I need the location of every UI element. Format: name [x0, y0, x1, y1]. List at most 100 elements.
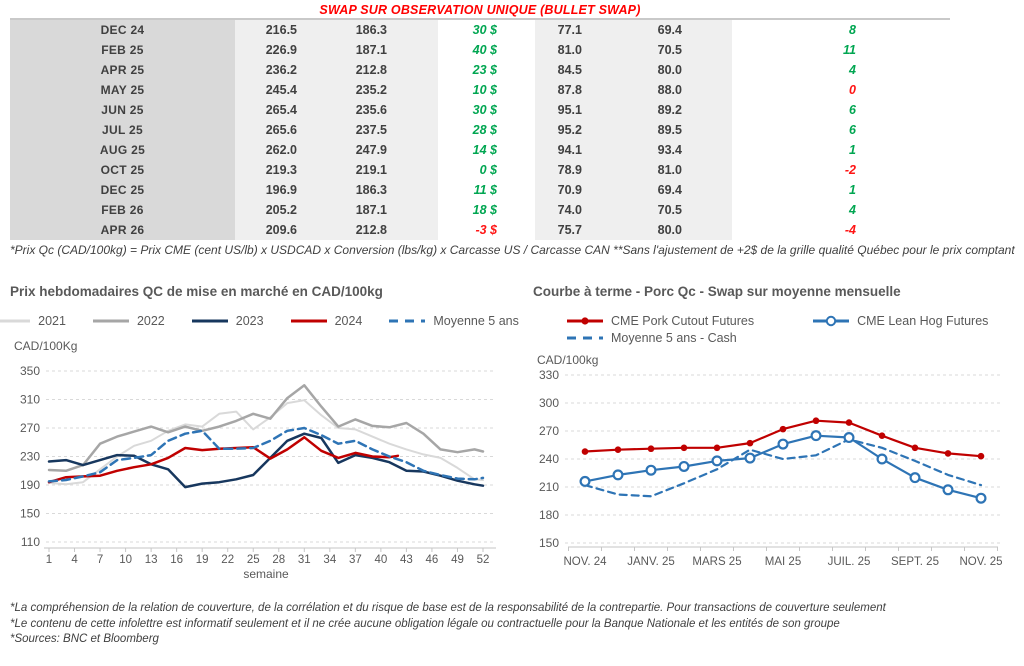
cell-spacer	[395, 100, 438, 120]
cell-diff: 6	[732, 100, 870, 120]
cell-qc-diff: 23 $	[438, 60, 503, 80]
y-tick-label: 230	[20, 450, 40, 464]
data-point-marker	[942, 484, 954, 496]
data-point-marker	[579, 475, 591, 487]
data-point-marker	[645, 464, 657, 476]
moyenne-5-ans-cash-line-icon	[567, 336, 603, 339]
x-tick-label: MAI 25	[765, 556, 801, 568]
cell-qc-cash: 186.3	[305, 20, 395, 40]
legend-item-cme-lean-hog-futures: CME Lean Hog Futures	[812, 314, 988, 328]
y-axis-unit-label: CAD/100Kg	[14, 339, 77, 353]
cell-diff: 11	[732, 40, 870, 60]
data-point-marker	[876, 453, 888, 465]
x-tick-label: NOV. 24	[563, 556, 607, 568]
x-tick-label: 37	[349, 554, 362, 566]
cell-qc-diff: 30 $	[438, 100, 503, 120]
cell-spacer	[870, 120, 950, 140]
x-tick-label: 40	[374, 554, 387, 566]
x-tick-label: JUIL. 25	[828, 556, 871, 568]
cell-spacer	[503, 200, 535, 220]
table-row: FEB 25 226.9 187.1 40 $ 81.0 70.5 11	[10, 40, 950, 60]
cell-us-swap: 70.9	[535, 180, 590, 200]
data-point-marker	[713, 444, 721, 452]
cell-month: FEB 26	[10, 200, 235, 220]
legend-label: Moyenne 5 ans	[433, 314, 519, 328]
data-point-marker	[647, 445, 655, 453]
series-2022-line	[47, 384, 485, 473]
cell-spacer	[690, 60, 732, 80]
cell-us-cash: 93.4	[590, 140, 690, 160]
table-row: OCT 25 219.3 219.1 0 $ 78.9 81.0 -2	[10, 160, 950, 180]
cell-spacer	[395, 220, 438, 240]
cell-spacer	[690, 40, 732, 60]
x-tick-label: 4	[71, 554, 78, 566]
x-tick-label: 22	[221, 554, 234, 566]
footnote-line: *Le contenu de cette infolettre est info…	[10, 617, 840, 630]
data-point-marker	[909, 472, 921, 484]
legend-label: 2024	[334, 314, 363, 328]
y-axis-unit-label: CAD/100kg	[537, 353, 598, 367]
legend-label: 2023	[235, 314, 264, 328]
data-point-marker	[810, 430, 822, 442]
cell-spacer	[690, 200, 732, 220]
table-row: APR 25 236.2 212.8 23 $ 84.5 80.0 4	[10, 60, 950, 80]
data-point-marker	[612, 469, 624, 481]
cell-diff: 4	[732, 60, 870, 80]
cell-spacer	[503, 80, 535, 100]
right-legend-row-2: Moyenne 5 ans - Cash	[566, 329, 988, 346]
cell-spacer	[503, 60, 535, 80]
cell-qc-swap: 219.3	[235, 160, 305, 180]
y-tick-label: 210	[539, 480, 559, 494]
cell-us-swap: 75.7	[535, 220, 590, 240]
cell-spacer	[690, 140, 732, 160]
x-tick-label: 16	[170, 554, 183, 566]
table-row: APR 26 209.6 212.8 -3 $ 75.7 80.0 -4	[10, 220, 950, 240]
legend-label: CME Lean Hog Futures	[857, 313, 989, 328]
x-tick-label: SEPT. 25	[891, 556, 939, 568]
x-tick-label: 7	[97, 554, 103, 566]
cell-qc-cash: 212.8	[305, 60, 395, 80]
cell-month: DEC 25	[10, 180, 235, 200]
cell-spacer	[503, 180, 535, 200]
x-tick-label: 49	[451, 554, 464, 566]
cell-spacer	[870, 100, 950, 120]
y-tick-label: 350	[20, 364, 40, 378]
cell-qc-cash: 219.1	[305, 160, 395, 180]
moyenne-5-ans-line-icon	[389, 319, 426, 323]
page-title: SWAP SUR OBSERVATION UNIQUE (BULLET SWAP…	[319, 3, 641, 17]
cell-us-swap: 94.1	[535, 140, 590, 160]
cell-qc-swap: 265.4	[235, 100, 305, 120]
x-tick-label: 13	[145, 554, 158, 566]
cell-spacer	[395, 40, 438, 60]
cell-month: APR 26	[10, 220, 235, 240]
y-tick-label: 150	[20, 507, 40, 521]
data-point-marker	[777, 438, 789, 450]
cell-qc-cash: 235.2	[305, 80, 395, 100]
cell-spacer	[395, 140, 438, 160]
series-moyenne-5-ans-cash-line	[583, 438, 983, 498]
data-point-marker	[744, 452, 756, 464]
right-legend-row-1: CME Pork Cutout Futures CME Lean Hog Futu…	[566, 312, 988, 329]
x-tick-label: JANV. 25	[627, 556, 675, 568]
cell-spacer	[870, 60, 950, 80]
cell-month: OCT 25	[10, 160, 235, 180]
cell-month: JUN 25	[10, 100, 235, 120]
cell-us-swap: 81.0	[535, 40, 590, 60]
legend-label: Moyenne 5 ans - Cash	[611, 330, 737, 345]
cell-diff: 4	[732, 200, 870, 220]
cell-qc-diff: 30 $	[438, 20, 503, 40]
y-tick-label: 330	[539, 368, 559, 382]
table-row: JUL 25 265.6 237.5 28 $ 95.2 89.5 6	[10, 120, 950, 140]
cell-spacer	[395, 120, 438, 140]
cell-qc-diff: -3 $	[438, 220, 503, 240]
cell-us-swap: 87.8	[535, 80, 590, 100]
cell-qc-swap: 209.6	[235, 220, 305, 240]
series-moyenne-5-ans-line	[47, 426, 485, 483]
legend-item-2021: 2021	[0, 314, 66, 328]
cell-us-cash: 80.0	[590, 60, 690, 80]
cell-spacer	[395, 60, 438, 80]
legend-label: 2022	[136, 314, 165, 328]
data-point-marker	[680, 444, 688, 452]
legend-item-2022: 2022	[92, 314, 165, 328]
cell-qc-cash: 235.6	[305, 100, 395, 120]
